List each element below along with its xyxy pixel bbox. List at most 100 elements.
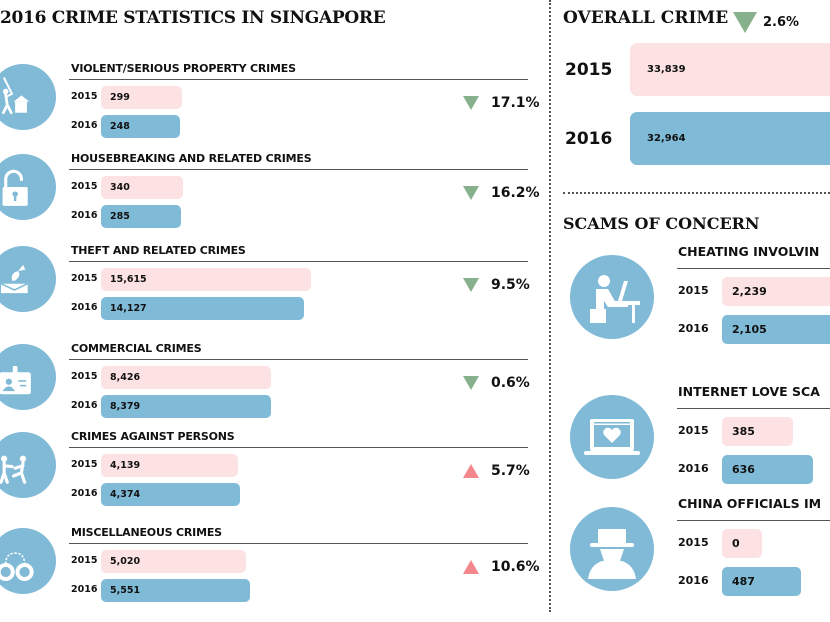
laptop-user-icon	[590, 275, 640, 323]
handcuffs-icon-circle	[0, 528, 56, 594]
laptop-heart-icon	[584, 419, 640, 455]
change-indicator: 17.1%	[463, 95, 540, 111]
category-rule	[69, 543, 528, 544]
id-card-icon	[0, 366, 31, 395]
year-label-2016: 2016	[71, 584, 98, 595]
category-heading: COMMERCIAL CRIMES	[71, 342, 202, 355]
scam-value-label: 636	[732, 463, 755, 476]
scam-value-label: 385	[732, 425, 755, 438]
overall-year-2016: 2016	[565, 129, 613, 149]
vertical-divider	[549, 0, 551, 612]
laptop-heart-icon-circle	[570, 395, 654, 479]
decrease-triangle-icon	[463, 96, 479, 110]
category-heading: CRIMES AGAINST PERSONS	[71, 430, 235, 443]
laptop-user-icon-circle	[570, 255, 654, 339]
spy-icon	[588, 529, 636, 579]
scam-rule	[677, 268, 830, 269]
bar-2016: 14,127	[101, 297, 304, 320]
scam-rule	[677, 408, 830, 409]
bar-2015: 340	[101, 176, 184, 199]
bar-2016: 248	[101, 115, 180, 138]
change-indicator: 10.6%	[463, 559, 540, 575]
bar-2015: 8,426	[101, 366, 272, 389]
bar-value-label: 15,615	[110, 274, 147, 285]
year-label-2016: 2016	[71, 120, 98, 131]
bar-value-label: 285	[110, 211, 130, 222]
category-rule	[69, 359, 528, 360]
year-label-2016: 2016	[71, 302, 98, 313]
scam-bar-2015: 385	[722, 417, 793, 446]
change-indicator: 9.5%	[463, 277, 530, 293]
overall-value-2015: 33,839	[647, 64, 686, 75]
fighting-icon-circle	[0, 432, 56, 498]
year-label-2015: 2015	[71, 273, 98, 284]
bar-2015: 4,139	[101, 454, 239, 477]
category-rule	[69, 447, 528, 448]
bar-2016: 8,379	[101, 395, 271, 418]
scam-value-label: 487	[732, 575, 755, 588]
burglar-house-icon-circle	[0, 64, 56, 130]
change-indicator: 0.6%	[463, 375, 530, 391]
category-rule	[69, 79, 528, 80]
bar-value-label: 340	[110, 182, 130, 193]
bar-value-label: 5,020	[110, 556, 141, 567]
year-label-2015: 2015	[71, 91, 98, 102]
bar-2016: 5,551	[101, 579, 251, 602]
horizontal-divider	[563, 192, 830, 194]
bar-value-label: 8,426	[110, 372, 141, 383]
scam-year-2015: 2015	[678, 536, 709, 549]
bar-2015: 5,020	[101, 550, 247, 573]
scam-year-2016: 2016	[678, 574, 709, 587]
bar-value-label: 8,379	[110, 401, 141, 412]
change-value: 0.6%	[491, 375, 530, 391]
overall-change-value: 2.6%	[763, 15, 800, 30]
scam-heading: INTERNET LOVE SCA	[678, 384, 820, 399]
overall-year-2015: 2015	[565, 60, 613, 80]
year-label-2016: 2016	[71, 488, 98, 499]
overall-bar-2016: 32,964	[630, 112, 830, 165]
scam-year-2015: 2015	[678, 424, 709, 437]
change-value: 5.7%	[491, 463, 530, 479]
padlock-icon-circle	[0, 154, 56, 220]
scam-year-2015: 2015	[678, 284, 709, 297]
increase-triangle-icon	[463, 560, 479, 574]
decrease-triangle-icon	[463, 278, 479, 292]
scam-bar-2015: 0	[722, 529, 762, 558]
increase-triangle-icon	[463, 464, 479, 478]
year-label-2015: 2015	[71, 181, 98, 192]
scam-rule	[677, 520, 830, 521]
change-indicator: 16.2%	[463, 185, 540, 201]
scam-year-2016: 2016	[678, 322, 709, 335]
bar-value-label: 248	[110, 121, 130, 132]
fighting-icon	[0, 455, 27, 484]
overall-change: 2.6%	[733, 12, 799, 33]
bar-value-label: 5,551	[110, 585, 141, 596]
year-label-2015: 2015	[71, 555, 98, 566]
bar-2015: 15,615	[101, 268, 311, 291]
change-value: 9.5%	[491, 277, 530, 293]
scam-bar-2016: 2,105	[722, 315, 830, 344]
category-rule	[69, 169, 528, 170]
year-label-2015: 2015	[71, 371, 98, 382]
bar-value-label: 4,374	[110, 489, 141, 500]
change-value: 17.1%	[491, 95, 540, 111]
scam-heading: CHINA OFFICIALS IM	[678, 496, 822, 511]
year-label-2015: 2015	[71, 459, 98, 470]
year-label-2016: 2016	[71, 400, 98, 411]
decrease-triangle-icon	[463, 186, 479, 200]
bar-value-label: 14,127	[110, 303, 147, 314]
bar-value-label: 299	[110, 92, 130, 103]
spy-icon-circle	[570, 507, 654, 591]
category-heading: MISCELLANEOUS CRIMES	[71, 526, 222, 539]
scam-bar-2016: 636	[722, 455, 814, 484]
bar-value-label: 4,139	[110, 460, 141, 471]
category-heading: VIOLENT/SERIOUS PROPERTY CRIMES	[71, 62, 296, 75]
category-heading: THEFT AND RELATED CRIMES	[71, 244, 246, 257]
bar-2015: 299	[101, 86, 182, 109]
year-label-2016: 2016	[71, 210, 98, 221]
page-title: 2016 CRIME STATISTICS IN SINGAPORE	[0, 8, 386, 28]
decrease-triangle-icon	[733, 12, 757, 33]
overall-value-2016: 32,964	[647, 133, 686, 144]
category-rule	[69, 261, 528, 262]
scam-bar-2016: 487	[722, 567, 802, 596]
